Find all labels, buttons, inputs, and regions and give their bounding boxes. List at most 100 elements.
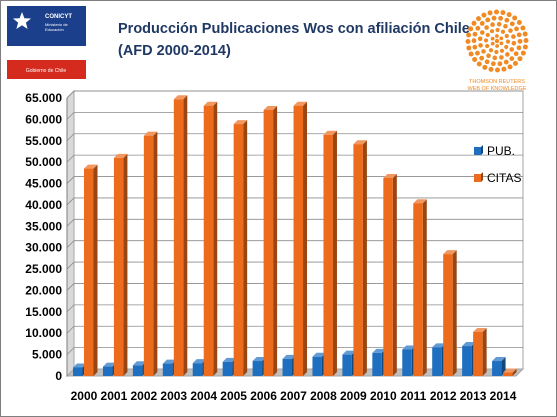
logo-dot	[468, 26, 474, 32]
bar-side	[422, 199, 427, 376]
bar-side	[482, 327, 487, 376]
logo-dot	[476, 61, 482, 67]
bar-face	[222, 361, 233, 376]
bar-face	[132, 365, 143, 376]
logo-dot	[478, 43, 483, 48]
bar-face	[443, 254, 453, 376]
logo-line2-text: Ministerio de	[45, 22, 68, 27]
thomson-reuters-logo: THOMSON REUTERS WEB OF KNOWLEDGE	[465, 9, 529, 92]
logo-dot	[485, 43, 490, 49]
logo-dot	[508, 28, 513, 33]
bar-face	[143, 135, 154, 376]
bar-citas-2000	[84, 164, 98, 376]
legend-label: CITAS	[487, 171, 521, 185]
logo-dot	[489, 29, 495, 34]
gridline	[66, 111, 523, 120]
bar-face	[383, 177, 393, 376]
logo-dot	[499, 36, 504, 41]
gridline	[66, 240, 523, 248]
bar-citas-2005	[233, 120, 248, 376]
logo-dot	[494, 34, 499, 38]
logo-dot	[466, 32, 472, 38]
bar-top	[503, 368, 517, 373]
bar-side	[452, 250, 457, 376]
y-tick-label: 0	[55, 369, 62, 383]
x-tick-label: 2009	[340, 389, 367, 403]
gridline	[66, 197, 523, 206]
tr-logo-line1: THOMSON REUTERS	[469, 79, 525, 85]
logo-dot	[471, 38, 477, 44]
bar-top	[263, 105, 278, 110]
bar-face	[312, 356, 322, 376]
gridline	[66, 218, 523, 227]
bar-top	[323, 130, 337, 135]
bar-top	[73, 363, 87, 368]
gridline	[66, 176, 523, 184]
bar-face	[402, 349, 412, 376]
bar-face	[252, 361, 263, 376]
bar-top	[383, 173, 397, 178]
bar-side	[273, 105, 278, 376]
bar-side	[93, 164, 98, 376]
logo-dot	[479, 20, 485, 26]
bar-face	[293, 105, 304, 377]
bar-citas-2011	[413, 199, 427, 376]
bar-side	[392, 173, 397, 376]
bar-top	[113, 153, 128, 158]
bar-side	[303, 101, 308, 377]
bar-top	[84, 164, 98, 169]
logo-dot	[490, 61, 496, 67]
y-tick-label: 35.000	[25, 219, 62, 233]
bar-face	[353, 144, 363, 376]
logo-dot	[509, 56, 515, 62]
logo-dot	[509, 47, 515, 52]
bar-side	[512, 368, 517, 376]
logo-dot	[491, 15, 497, 21]
logo-dot	[501, 66, 507, 72]
x-tick-label: 2006	[250, 389, 277, 403]
logo-dot	[520, 50, 526, 56]
bar-top	[312, 352, 326, 357]
bar-face	[73, 367, 83, 376]
bar-citas-2002	[143, 131, 158, 376]
logo-dot	[477, 36, 483, 42]
y-tick-label: 10.000	[25, 326, 62, 340]
bar-face	[173, 99, 184, 376]
bar-face	[342, 354, 352, 376]
logo-dot	[475, 50, 480, 56]
bar-top	[443, 250, 457, 255]
bar-side	[123, 153, 128, 376]
logo-dot	[466, 45, 472, 51]
bar-top	[162, 359, 177, 364]
bar-top	[492, 357, 506, 362]
x-tick-label: 2002	[130, 389, 157, 403]
bar-face	[162, 363, 173, 376]
y-tick-label: 50.000	[25, 155, 62, 169]
chart-title-line-2: (AFD 2000-2014)	[118, 43, 231, 59]
x-tick-label: 2004	[190, 389, 217, 403]
gridline	[66, 325, 523, 334]
legend-label: PUB.	[487, 144, 515, 158]
logo-dot	[490, 22, 495, 27]
bar-citas-2003	[173, 95, 188, 376]
gridlines	[66, 90, 523, 355]
logo-dot	[511, 34, 516, 39]
logo-dot	[481, 12, 487, 18]
x-tick-label: 2001	[101, 389, 128, 403]
bars	[73, 95, 517, 377]
bar-side	[213, 101, 218, 377]
logo-dot	[499, 55, 504, 60]
x-tick-label: 2008	[310, 389, 337, 403]
logo-line3-text: Educación	[45, 27, 64, 32]
logo-dot	[504, 17, 510, 23]
y-tick-label: 40.000	[25, 198, 62, 212]
bar-top	[173, 95, 188, 100]
bar-top	[132, 361, 147, 366]
bar-citas-2009	[353, 140, 367, 376]
logo-dot	[514, 26, 519, 32]
star-icon	[13, 12, 31, 29]
logo-dot	[495, 44, 500, 48]
logo-dot	[505, 39, 511, 44]
bar-citas-2008	[323, 130, 337, 376]
logo-dot	[503, 23, 508, 29]
